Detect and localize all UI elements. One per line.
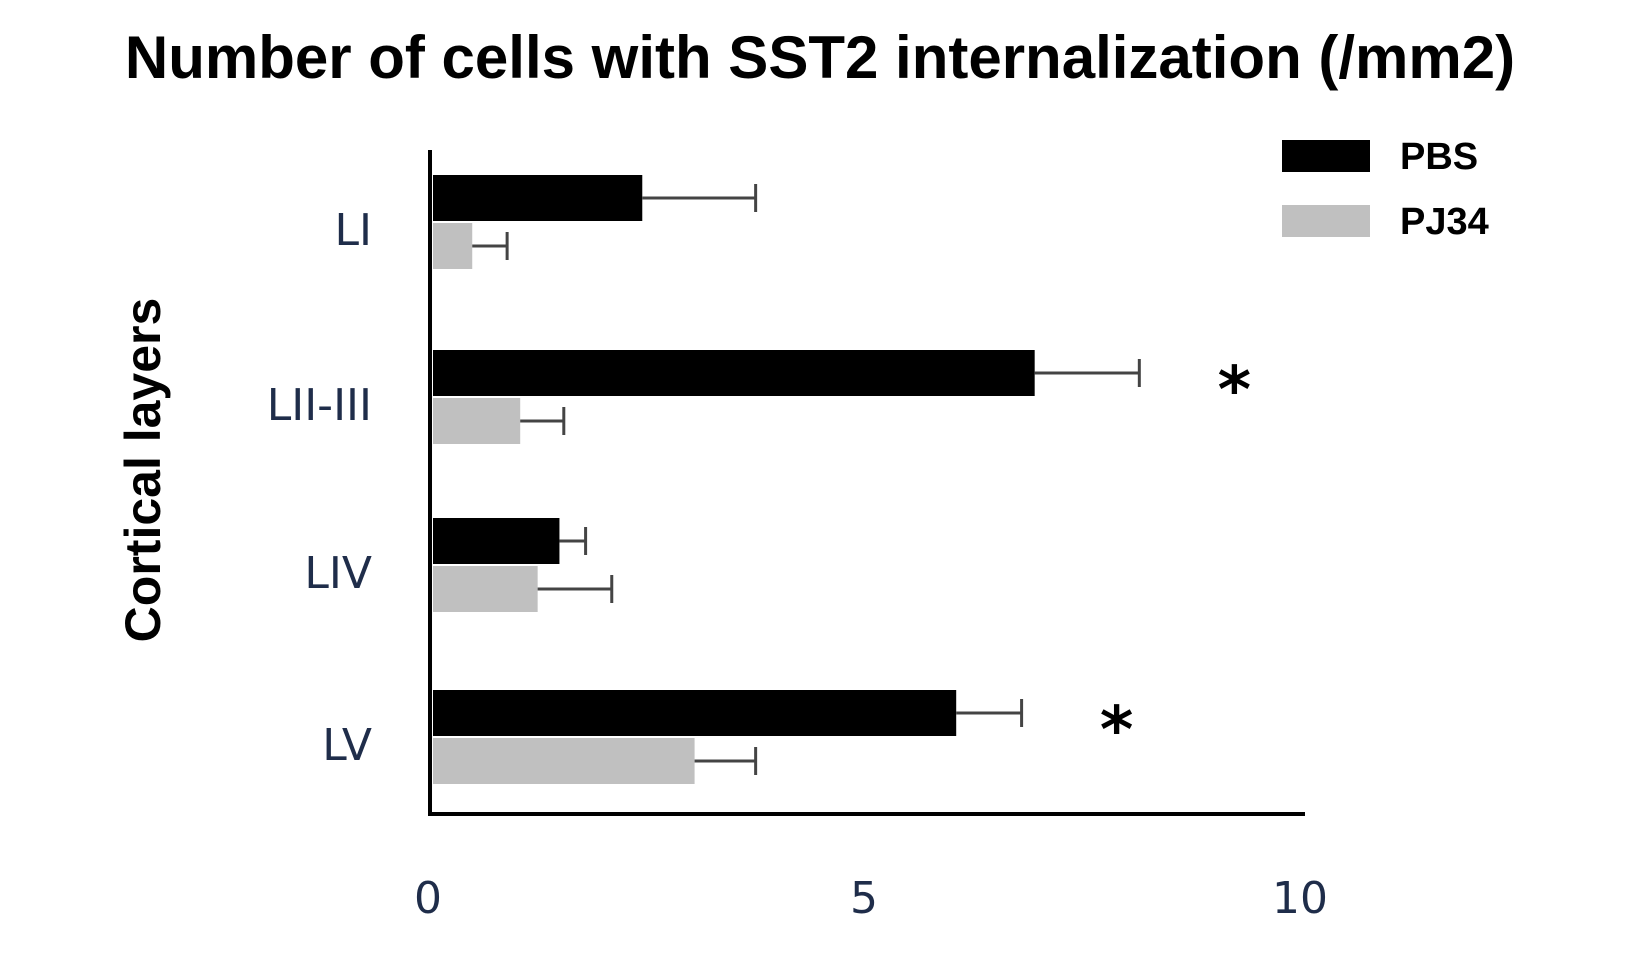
- category-label: LIV: [304, 548, 372, 599]
- x-tick-label: 0: [414, 873, 442, 924]
- significance-marker: *: [1218, 354, 1251, 428]
- bars-layer: [433, 175, 1141, 784]
- significance-marker: *: [1100, 694, 1133, 768]
- bar-pbs: [433, 350, 1035, 396]
- category-label: LII-III: [267, 380, 372, 431]
- bar-pj34: [433, 738, 695, 784]
- y-axis-label: Cortical layers: [115, 298, 171, 643]
- legend-swatch-pj34: [1282, 205, 1370, 237]
- bar-pbs: [433, 690, 957, 736]
- bar-pbs: [433, 518, 560, 564]
- legend: PBS PJ34: [1282, 136, 1489, 243]
- bar-pj34: [433, 566, 538, 612]
- bar-pj34: [433, 223, 473, 269]
- legend-label: PBS: [1400, 136, 1478, 178]
- category-label: LV: [322, 720, 372, 771]
- legend-swatch-pbs: [1282, 140, 1370, 172]
- x-tick-label: 10: [1272, 873, 1328, 924]
- bar-pbs: [433, 175, 643, 221]
- legend-label: PJ34: [1400, 201, 1489, 243]
- category-label: LI: [335, 205, 373, 256]
- chart-title: Number of cells with SST2 internalizatio…: [125, 24, 1515, 91]
- x-tick-label: 5: [850, 873, 878, 924]
- labels-layer: LI LII-III * LIV LV * 0 5 10: [267, 205, 1328, 924]
- bar-pj34: [433, 398, 521, 444]
